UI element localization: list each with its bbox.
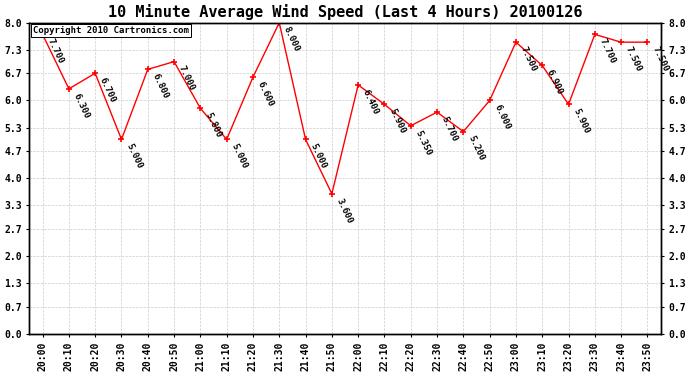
Text: 5.700: 5.700 <box>440 115 460 143</box>
Text: 8.000: 8.000 <box>282 26 302 54</box>
Text: 5.000: 5.000 <box>230 142 249 170</box>
Text: 5.000: 5.000 <box>308 142 328 170</box>
Text: 6.400: 6.400 <box>361 88 380 116</box>
Text: 6.700: 6.700 <box>98 76 117 104</box>
Text: 7.500: 7.500 <box>650 45 670 73</box>
Text: 5.000: 5.000 <box>124 142 144 170</box>
Text: 6.600: 6.600 <box>256 80 275 108</box>
Title: 10 Minute Average Wind Speed (Last 4 Hours) 20100126: 10 Minute Average Wind Speed (Last 4 Hou… <box>108 4 582 20</box>
Text: 5.900: 5.900 <box>571 107 591 135</box>
Text: 3.600: 3.600 <box>335 196 354 225</box>
Text: Copyright 2010 Cartronics.com: Copyright 2010 Cartronics.com <box>32 26 188 35</box>
Text: 6.800: 6.800 <box>150 72 170 100</box>
Text: 5.200: 5.200 <box>466 134 486 162</box>
Text: 5.350: 5.350 <box>413 129 433 157</box>
Text: 7.500: 7.500 <box>519 45 538 73</box>
Text: 6.000: 6.000 <box>493 103 512 131</box>
Text: 6.900: 6.900 <box>545 68 564 96</box>
Text: 6.300: 6.300 <box>72 92 91 120</box>
Text: 5.900: 5.900 <box>387 107 406 135</box>
Text: 7.700: 7.700 <box>46 37 65 65</box>
Text: 7.000: 7.000 <box>177 64 197 93</box>
Text: 5.800: 5.800 <box>203 111 223 139</box>
Text: 7.500: 7.500 <box>624 45 643 73</box>
Text: 7.700: 7.700 <box>598 37 617 65</box>
